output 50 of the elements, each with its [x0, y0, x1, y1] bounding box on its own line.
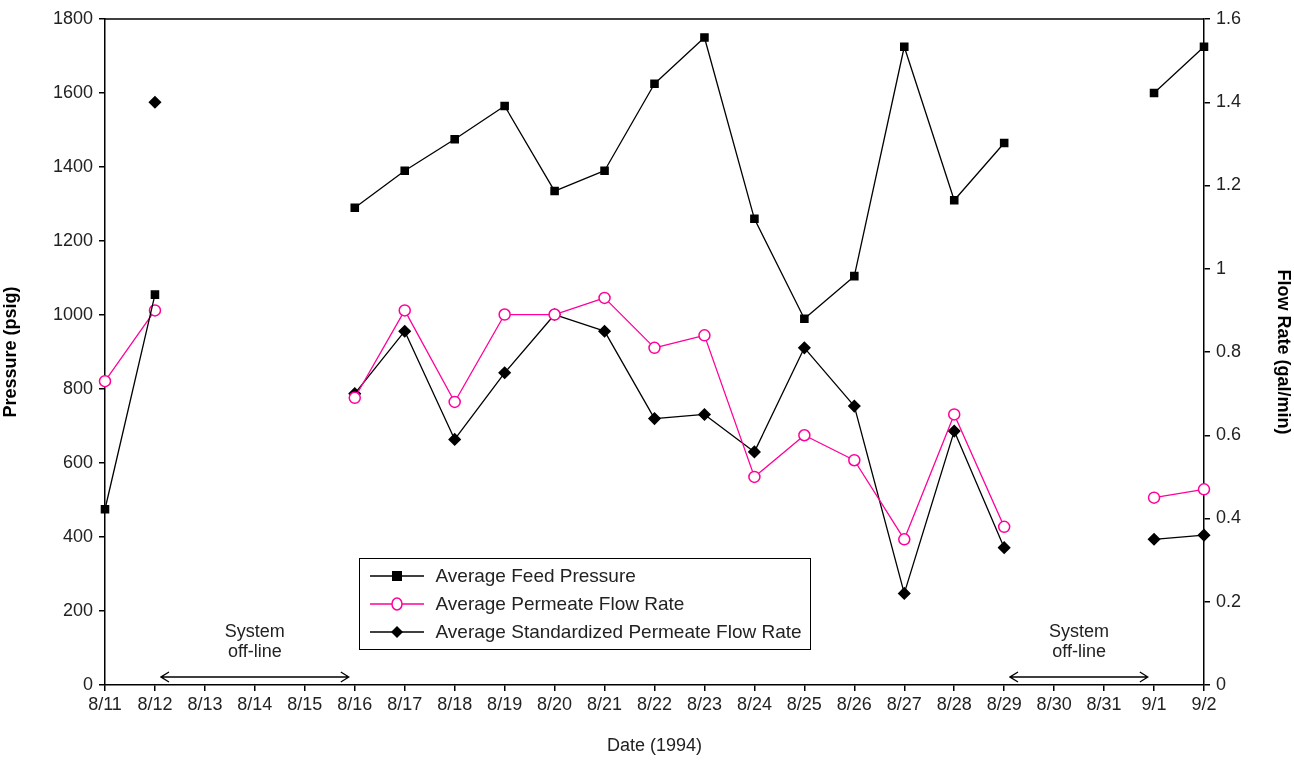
x-tick-label: 8/20 [537, 693, 573, 714]
y-tick-label: 1400 [52, 155, 93, 176]
x-tick-label: 8/19 [487, 693, 523, 714]
x-tick-label: 8/22 [636, 693, 673, 714]
x-axis-title: Date (1994) [606, 735, 703, 756]
x-tick-label: 8/21 [587, 693, 623, 714]
x-tick-label: 8/24 [736, 693, 772, 714]
x-tick-label: 8/25 [786, 693, 822, 714]
y-tick-label: 600 [62, 451, 93, 472]
legend-label: Average Standardized Permeate Flow Rate [435, 621, 802, 643]
y-axis-title: Pressure (psig) [0, 286, 20, 418]
y2-tick-label: 1.4 [1216, 91, 1242, 112]
y2-tick-label: 0 [1216, 673, 1227, 694]
y-tick-label: 1600 [52, 81, 93, 102]
x-tick-label: 9/1 [1141, 693, 1167, 714]
y-tick-label: 800 [62, 377, 93, 398]
legend-label: Average Feed Pressure [435, 565, 636, 587]
x-tick-label: 8/29 [986, 693, 1022, 714]
x-tick-label: 9/2 [1191, 693, 1217, 714]
y2-tick-label: 0.6 [1216, 424, 1242, 445]
x-tick-label: 8/26 [836, 693, 872, 714]
y2-tick-label: 1.2 [1216, 174, 1242, 195]
y-tick-label: 0 [82, 673, 93, 694]
y-tick-label: 200 [62, 599, 93, 620]
x-tick-label: 8/28 [936, 693, 972, 714]
x-tick-label: 8/18 [437, 693, 473, 714]
y2-tick-label: 1 [1216, 257, 1227, 278]
legend-label: Average Permeate Flow Rate [435, 593, 685, 615]
x-tick-label: 8/12 [137, 693, 173, 714]
y2-tick-label: 0.4 [1216, 507, 1242, 528]
y2-tick-label: 1.6 [1216, 7, 1242, 28]
x-tick-label: 8/13 [187, 693, 223, 714]
x-tick-label: 8/30 [1036, 693, 1072, 714]
y2-axis-title: Flow Rate (gal/min) [1274, 269, 1294, 435]
x-tick-label: 8/16 [337, 693, 373, 714]
x-tick-label: 8/15 [287, 693, 323, 714]
y2-tick-label: 0.2 [1216, 590, 1242, 611]
y-tick-label: 400 [62, 525, 93, 546]
annotation: System off-line [224, 621, 285, 661]
annotation: System off-line [1049, 621, 1110, 661]
x-tick-label: 8/27 [886, 693, 922, 714]
x-tick-label: 8/11 [88, 693, 122, 714]
y2-tick-label: 0.8 [1216, 340, 1242, 361]
x-tick-label: 8/31 [1086, 693, 1122, 714]
y-tick-label: 1000 [52, 303, 93, 324]
y-tick-label: 1200 [52, 229, 93, 250]
x-tick-label: 8/23 [686, 693, 722, 714]
x-tick-label: 8/14 [237, 693, 273, 714]
x-tick-label: 8/17 [387, 693, 423, 714]
y-tick-label: 1800 [52, 7, 93, 28]
